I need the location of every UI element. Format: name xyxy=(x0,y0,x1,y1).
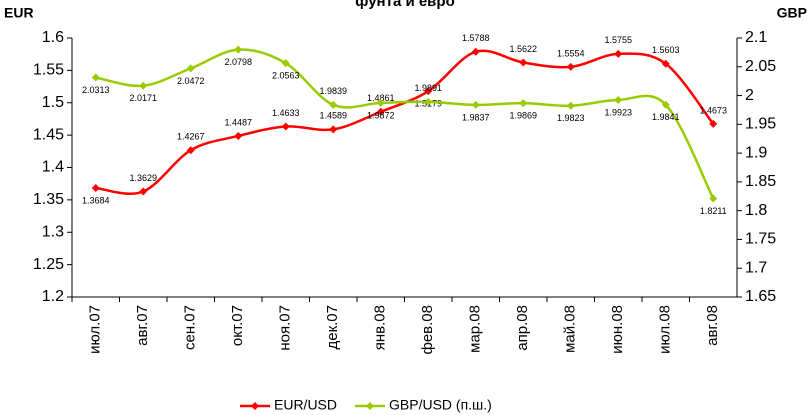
data-point xyxy=(186,64,195,73)
data-label: 1.4267 xyxy=(177,132,205,142)
x-tick-label: июл.08 xyxy=(657,305,674,354)
y2-tick-label: 1.9 xyxy=(745,144,767,161)
data-point xyxy=(186,146,195,155)
data-point xyxy=(139,187,148,196)
y2-tick-label: 2 xyxy=(745,87,754,104)
series-line xyxy=(95,48,715,200)
data-label: 1.8211 xyxy=(700,206,727,216)
data-point xyxy=(376,107,385,116)
y2-tick-label: 1.8 xyxy=(745,202,767,219)
data-label: 1.5554 xyxy=(557,48,585,58)
y-tick-label: 1.25 xyxy=(33,256,64,273)
data-label: 2.0171 xyxy=(129,93,157,103)
data-point xyxy=(91,73,100,82)
data-point xyxy=(376,98,385,107)
x-tick-label: июн.08 xyxy=(609,305,626,354)
x-tick-label: янв.08 xyxy=(372,305,389,350)
data-point xyxy=(471,47,480,56)
y2-axis-label: GBP xyxy=(777,5,807,21)
data-point xyxy=(471,100,480,109)
y2-tick-label: 2.05 xyxy=(745,58,776,75)
data-label: 1.4861 xyxy=(367,93,395,103)
data-point xyxy=(614,49,623,58)
x-tick-label: ноя.07 xyxy=(277,305,294,351)
data-point xyxy=(661,100,670,109)
x-tick-label: мар.08 xyxy=(467,305,484,353)
chart-title: фунта и евро xyxy=(355,0,454,10)
y2-tick-label: 1.95 xyxy=(745,116,776,133)
data-point xyxy=(281,59,290,68)
data-label: 1.9923 xyxy=(604,107,632,117)
data-point xyxy=(281,122,290,131)
x-tick-label: авг.08 xyxy=(704,305,721,346)
x-tick-label: фев.08 xyxy=(419,305,436,355)
data-label: 1.9839 xyxy=(319,86,347,96)
x-tick-label: апр.08 xyxy=(514,305,531,351)
data-point xyxy=(519,99,528,108)
data-label: 1.9837 xyxy=(462,112,490,122)
legend-marker xyxy=(366,402,374,410)
data-label: 1.4487 xyxy=(224,117,252,127)
y2-tick-label: 1.75 xyxy=(745,231,776,248)
data-point xyxy=(234,45,243,54)
data-point xyxy=(566,62,575,71)
data-label: 1.9869 xyxy=(509,110,537,120)
data-label: 2.0798 xyxy=(224,57,252,67)
data-point xyxy=(566,101,575,110)
y-tick-label: 1.35 xyxy=(33,191,64,208)
data-label: 1.5755 xyxy=(604,35,632,45)
data-label: 1.9891 xyxy=(414,83,442,93)
data-label: 1.3684 xyxy=(82,195,110,205)
data-label: 2.0472 xyxy=(177,76,205,86)
x-tick-label: окт.07 xyxy=(229,305,246,346)
data-point xyxy=(614,95,623,104)
x-tick-label: май.08 xyxy=(562,305,579,353)
data-point xyxy=(424,97,433,106)
data-point xyxy=(424,87,433,96)
data-point xyxy=(709,119,718,128)
data-point xyxy=(709,194,718,203)
data-label: 1.9823 xyxy=(557,113,585,123)
data-label: 2.0313 xyxy=(82,85,110,95)
y2-tick-label: 1.85 xyxy=(745,173,776,190)
data-label: 1.9841 xyxy=(652,112,680,122)
legend-marker xyxy=(251,402,259,410)
y-tick-label: 1.2 xyxy=(42,288,64,305)
x-tick-label: сен.07 xyxy=(182,305,199,350)
data-point xyxy=(329,100,338,109)
y-tick-label: 1.5 xyxy=(42,94,64,111)
y2-tick-label: 1.65 xyxy=(745,288,776,305)
series-line xyxy=(95,49,715,195)
data-point xyxy=(329,125,338,134)
y-tick-label: 1.6 xyxy=(42,29,64,46)
data-label: 1.9872 xyxy=(367,110,395,120)
data-point xyxy=(661,59,670,68)
data-label: 1.5788 xyxy=(462,33,490,43)
data-point xyxy=(91,183,100,192)
y-axis-label: EUR xyxy=(4,5,34,21)
data-label: 1.5622 xyxy=(509,44,537,54)
data-label: 1.4633 xyxy=(272,108,300,118)
y-tick-label: 1.4 xyxy=(42,159,64,176)
data-label: 2.0563 xyxy=(272,71,300,81)
y2-tick-label: 1.7 xyxy=(745,259,767,276)
x-tick-label: дек.07 xyxy=(324,305,341,350)
data-point xyxy=(139,81,148,90)
data-label: 1.4673 xyxy=(699,105,727,115)
x-tick-label: авг.07 xyxy=(134,305,151,346)
data-label: 1.5603 xyxy=(652,45,680,55)
y-tick-label: 1.45 xyxy=(33,126,64,143)
data-label: 1.4589 xyxy=(319,111,347,121)
data-point xyxy=(519,58,528,67)
y2-tick-label: 2.1 xyxy=(745,29,767,46)
legend-label: EUR/USD xyxy=(274,397,337,413)
y-tick-label: 1.3 xyxy=(42,223,64,240)
data-label: 1.3629 xyxy=(129,173,157,183)
y-tick-label: 1.55 xyxy=(33,62,64,79)
x-tick-label: июл.07 xyxy=(87,305,104,354)
legend-label: GBP/USD (п.ш.) xyxy=(389,397,492,413)
data-point xyxy=(234,131,243,140)
